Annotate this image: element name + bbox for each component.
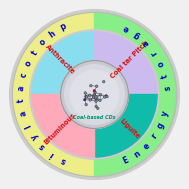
Text: l: l — [23, 122, 33, 129]
Point — [93, 95, 96, 98]
Text: c: c — [19, 72, 29, 79]
Point — [95, 85, 98, 88]
Point — [98, 99, 101, 102]
Text: t: t — [160, 73, 170, 78]
Wedge shape — [94, 94, 159, 159]
Text: g: g — [132, 29, 142, 40]
Text: o: o — [156, 59, 166, 68]
Circle shape — [65, 65, 124, 124]
Text: t: t — [17, 99, 26, 103]
Point — [85, 95, 88, 98]
Point — [93, 95, 96, 98]
Wedge shape — [94, 12, 177, 177]
Point — [94, 96, 97, 99]
Point — [84, 91, 87, 94]
Point — [95, 97, 98, 100]
Point — [89, 98, 92, 101]
Text: Bituminous: Bituminous — [43, 112, 77, 146]
Point — [94, 91, 97, 94]
Circle shape — [60, 60, 129, 129]
Text: h: h — [47, 29, 57, 40]
Text: E: E — [121, 156, 130, 166]
Text: Liguite: Liguite — [118, 118, 140, 140]
Text: Anthracite: Anthracite — [44, 44, 76, 76]
Point — [95, 105, 98, 108]
Text: s: s — [38, 141, 47, 151]
Text: g: g — [156, 121, 166, 130]
Point — [88, 94, 91, 97]
Wedge shape — [12, 12, 94, 177]
Text: P: P — [59, 23, 68, 33]
Point — [105, 95, 108, 98]
Text: Coal-based CDs: Coal-based CDs — [73, 115, 116, 120]
Text: r: r — [150, 132, 159, 140]
Text: a: a — [141, 38, 151, 48]
Point — [99, 93, 102, 96]
Point — [93, 89, 96, 92]
Text: y: y — [29, 132, 40, 141]
Circle shape — [70, 70, 119, 119]
Point — [85, 103, 88, 106]
Text: y: y — [160, 110, 170, 117]
Point — [93, 93, 96, 96]
Point — [84, 95, 87, 98]
Text: s: s — [59, 156, 67, 166]
Text: o: o — [37, 38, 48, 48]
Text: t: t — [30, 49, 39, 57]
Point — [94, 100, 98, 103]
Wedge shape — [30, 30, 94, 94]
Point — [94, 95, 97, 98]
Text: e: e — [121, 23, 130, 33]
Text: n: n — [132, 149, 142, 160]
Point — [89, 84, 92, 87]
Wedge shape — [30, 94, 94, 159]
Point — [94, 97, 97, 100]
Point — [103, 95, 106, 98]
Point — [102, 80, 105, 83]
Text: Coal tar Pitch: Coal tar Pitch — [109, 40, 149, 80]
Text: a: a — [19, 110, 29, 117]
Text: e: e — [141, 141, 151, 151]
Point — [105, 94, 108, 97]
Point — [92, 95, 95, 98]
Text: a: a — [17, 85, 26, 91]
Text: s: s — [163, 85, 172, 91]
Text: o: o — [23, 59, 33, 68]
Wedge shape — [94, 30, 159, 94]
Point — [96, 107, 99, 110]
Text: r: r — [150, 49, 159, 57]
Circle shape — [10, 10, 179, 179]
Text: i: i — [49, 150, 56, 159]
Point — [83, 98, 86, 101]
